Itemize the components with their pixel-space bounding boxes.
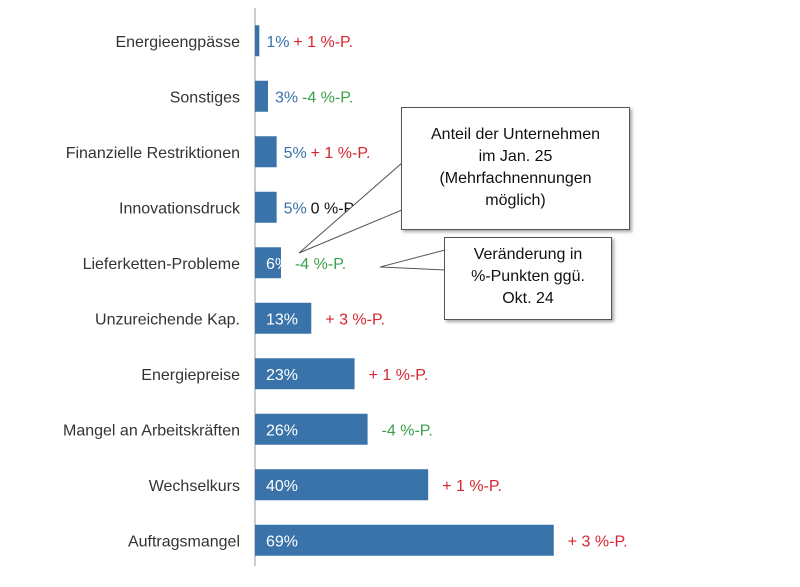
category-label: Unzureichende Kap.: [95, 311, 240, 328]
change-label: + 1 %-P.: [442, 478, 502, 495]
value-label: 3%: [275, 89, 298, 106]
bar: [255, 469, 429, 501]
change-label: + 1 %-P.: [293, 34, 353, 51]
bar: [255, 25, 260, 57]
value-label: 26%: [266, 422, 298, 439]
category-label: Sonstiges: [170, 89, 240, 106]
value-label: 5%: [284, 145, 307, 162]
category-label: Energiepreise: [141, 367, 240, 384]
category-label: Wechselkurs: [149, 478, 240, 495]
change-label: + 1 %-P.: [311, 145, 371, 162]
callout-share-line: (Mehrfachnennungen: [439, 170, 592, 187]
change-label: -4 %-P.: [302, 89, 353, 106]
bar: [255, 302, 312, 334]
bar: [255, 358, 355, 390]
callout-share-line: möglich): [485, 192, 546, 209]
value-label: 1%: [266, 34, 289, 51]
value-label: 6%: [266, 256, 289, 273]
change-label: -4 %-P.: [295, 256, 346, 273]
category-label: Finanzielle Restriktionen: [66, 145, 240, 162]
category-label: Lieferketten-Probleme: [83, 256, 241, 273]
callout-change-line: %-Punkten ggü.: [471, 268, 585, 285]
category-label: Mangel an Arbeitskräften: [63, 422, 240, 439]
callout-change-line: Veränderung in: [473, 246, 583, 263]
callout-change-line: Okt. 24: [502, 290, 554, 307]
callout-share-line: Anteil der Unternehmen: [431, 126, 600, 143]
value-label: 23%: [266, 367, 298, 384]
category-label: Energieengpässe: [115, 34, 240, 51]
category-label: Innovationsdruck: [119, 200, 241, 217]
callout-change-pointer: [379, 249, 446, 271]
value-label: 69%: [266, 533, 298, 550]
change-label: -4 %-P.: [382, 422, 433, 439]
change-label: + 3 %-P.: [568, 533, 628, 550]
value-label: 5%: [284, 200, 307, 217]
bar: [255, 80, 268, 112]
change-label: + 3 %-P.: [325, 311, 385, 328]
callout-change-note: Veränderung in %-Punkten ggü. Okt. 24: [444, 237, 612, 320]
change-label: + 1 %-P.: [369, 367, 429, 384]
category-label: Auftragsmangel: [128, 533, 240, 550]
bar: [255, 413, 368, 445]
callout-share-note: Anteil der Unternehmen im Jan. 25 (Mehrf…: [401, 107, 630, 230]
value-label: 40%: [266, 478, 298, 495]
bar: [255, 191, 277, 223]
bar: [255, 524, 554, 556]
value-label: 13%: [266, 311, 298, 328]
bar: [255, 247, 281, 279]
callout-share-line: im Jan. 25: [478, 148, 553, 165]
bar: [255, 136, 277, 168]
